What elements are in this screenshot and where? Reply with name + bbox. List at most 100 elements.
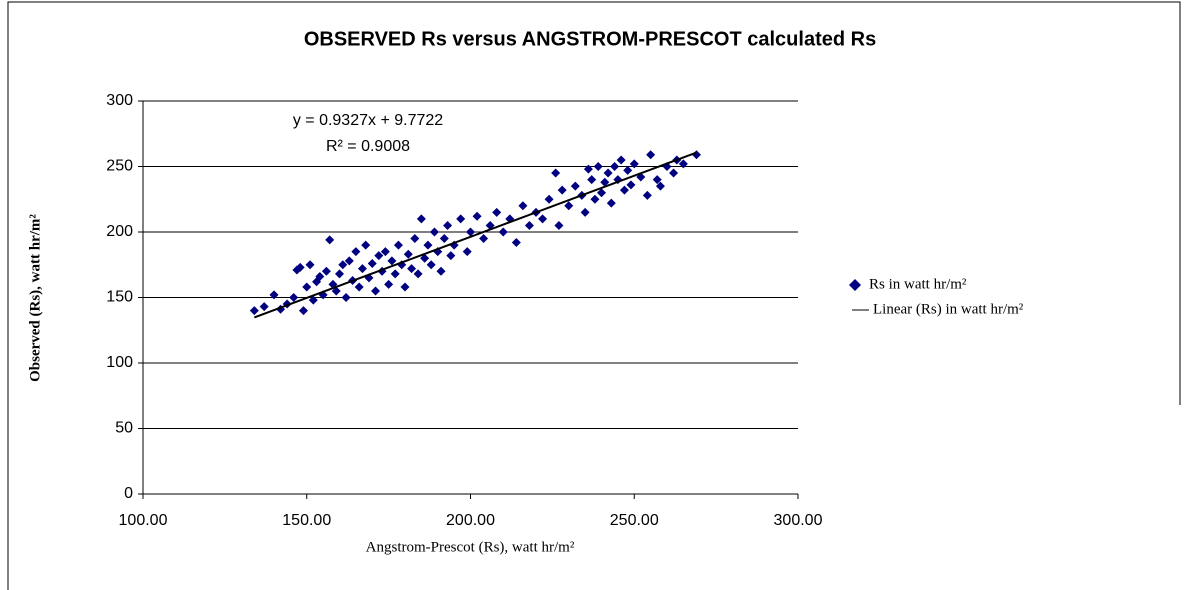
y-tick-label: 200 [106,223,133,240]
data-point [610,162,620,171]
data-point [302,282,312,292]
data-point [436,266,446,276]
data-point [403,249,413,259]
data-point [466,227,475,237]
data-point [629,159,639,169]
y-tick-label: 250 [106,158,133,175]
trendline [254,151,697,319]
data-point [400,282,410,292]
data-point [492,207,502,217]
data-point [344,256,354,266]
data-point [308,295,318,305]
data-point [570,181,580,191]
x-axis-label: Angstrom-Prescot (Rs), watt hr/m² [366,539,575,555]
data-point [462,247,472,257]
data-point [351,247,361,257]
data-point [557,185,567,195]
data-point [380,247,390,257]
data-point [289,293,299,302]
data-point [338,260,348,270]
data-point [590,194,600,204]
data-point [597,188,606,198]
chart-title: OBSERVED Rs versus ANGSTROM-PRESCOT calc… [304,28,876,50]
data-point [593,162,603,171]
data-point [669,168,679,178]
data-point [443,220,453,230]
data-point [305,260,315,270]
data-point [269,290,279,300]
data-point [321,266,331,276]
data-point [361,240,371,250]
data-point [354,282,364,292]
legend-label: Rs in watt hr/m² [869,276,967,292]
data-point [410,234,420,244]
x-tick-label: 250.00 [610,512,659,529]
x-tick-label: 300.00 [774,512,823,529]
data-point [420,253,430,263]
data-point [446,251,456,261]
y-tick-label: 50 [115,420,133,437]
data-point [439,234,449,244]
y-tick-label: 0 [124,485,133,502]
data-point [298,306,308,316]
data-point [249,306,259,316]
data-point [374,251,384,261]
data-point [606,198,616,208]
legend-marker [849,279,861,291]
data-point [603,168,613,178]
data-point [580,207,590,217]
data-point [407,264,417,274]
data-point [472,211,482,221]
data-point [583,164,593,174]
data-point [429,227,439,237]
y-axis-label: Observed (Rs), watt hr/m² [27,214,43,382]
data-point [341,293,351,302]
data-point [652,175,662,185]
data-point [423,240,433,250]
data-point [524,220,534,230]
x-tick-label: 200.00 [446,512,495,529]
y-tick-label: 100 [106,354,133,371]
data-point [259,302,269,312]
data-point [357,264,367,274]
x-tick-label: 100.00 [119,512,168,529]
data-point [315,272,325,282]
x-tick-label: 150.00 [282,512,331,529]
data-point [384,279,394,289]
data-point [325,235,335,245]
r2-annotation: R² = 0.9008 [326,138,410,155]
y-tick-label: 150 [106,289,133,306]
data-point [655,181,665,191]
data-point [335,269,344,279]
data-point [518,201,528,211]
equation-annotation: y = 0.9327x + 9.7722 [293,112,443,129]
data-point [387,256,397,266]
data-point [616,155,626,165]
data-point [623,165,633,175]
legend-label: Linear (Rs) in watt hr/m² [873,301,1024,317]
data-point [587,175,597,185]
data-point [511,237,521,247]
data-point [619,185,629,195]
data-point [426,260,436,270]
data-point [393,240,403,250]
data-point [367,258,377,268]
data-point [642,190,652,200]
data-point [564,201,574,211]
data-point [626,180,636,190]
data-point [551,168,561,178]
data-point [600,177,610,187]
data-point [413,269,423,279]
data-point [295,262,305,272]
data-point [544,194,554,204]
data-point [678,159,688,169]
data-point [498,227,508,237]
data-point [538,214,548,224]
data-point [416,214,426,224]
data-point [390,269,400,279]
chart-frame [7,1,1181,590]
y-tick-label: 300 [106,92,133,109]
data-point [479,234,489,244]
data-point [371,286,381,296]
